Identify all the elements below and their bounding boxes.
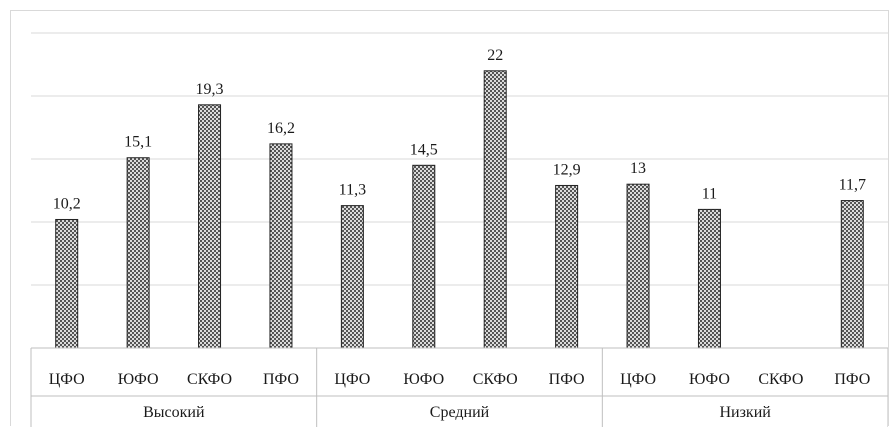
x-tick-label: ЮФО bbox=[403, 371, 444, 388]
data-label: 10,2 bbox=[53, 195, 81, 212]
data-label: 16,2 bbox=[267, 120, 295, 137]
x-tick-label: СКФО bbox=[473, 371, 518, 388]
group-label: Низкий bbox=[719, 404, 771, 421]
x-tick-label: ПФО bbox=[263, 371, 299, 388]
x-tick-label: СКФО bbox=[187, 371, 232, 388]
x-tick-label: СКФО bbox=[758, 371, 803, 388]
bar bbox=[483, 70, 507, 349]
data-label: 12,9 bbox=[553, 161, 581, 178]
bar bbox=[555, 184, 579, 349]
data-label: 13 bbox=[630, 160, 646, 177]
bar bbox=[340, 205, 364, 349]
group-label: Средний bbox=[430, 404, 490, 421]
x-tick-label: ЦФО bbox=[49, 371, 85, 388]
data-label: 11 bbox=[702, 185, 717, 202]
bar bbox=[55, 218, 79, 349]
chart-area: 10,2 15,1 19,3 16,2 11,3 14,5 22 12,9 13 11 11,7 Ц… bbox=[10, 10, 889, 427]
bar-chart: 10,2 15,1 19,3 16,2 11,3 14,5 22 12,9 13 11 11,7 Ц… bbox=[30, 32, 889, 427]
data-label: 19,3 bbox=[196, 81, 224, 98]
x-tick-label: ПФО bbox=[549, 371, 585, 388]
group-label: Высокий bbox=[143, 404, 205, 421]
bar bbox=[198, 104, 222, 349]
data-label: 11,3 bbox=[339, 182, 366, 199]
data-label: 14,5 bbox=[410, 141, 438, 158]
x-axis: ЦФО ЮФО СКФО ПФО Высокий ЦФО ЮФО СКФО ПФО Средний… bbox=[30, 347, 889, 427]
bar bbox=[269, 143, 293, 349]
bar bbox=[697, 208, 721, 349]
bars bbox=[55, 70, 864, 349]
data-labels: 10,2 15,1 19,3 16,2 11,3 14,5 22 12,9 13 11 11,7 bbox=[53, 47, 866, 213]
bar bbox=[840, 200, 864, 349]
x-tick-label: ЦФО bbox=[620, 371, 656, 388]
bar bbox=[626, 183, 650, 349]
x-tick-label: ЮФО bbox=[118, 371, 159, 388]
bar bbox=[126, 157, 150, 349]
data-label: 15,1 bbox=[124, 134, 152, 151]
bar bbox=[412, 164, 436, 349]
x-tick-label: ЦФО bbox=[334, 371, 370, 388]
x-tick-label: ЮФО bbox=[689, 371, 730, 388]
gridlines bbox=[31, 32, 888, 286]
x-tick-label: ПФО bbox=[834, 371, 870, 388]
data-label: 22 bbox=[487, 47, 503, 64]
data-label: 11,7 bbox=[839, 177, 866, 194]
